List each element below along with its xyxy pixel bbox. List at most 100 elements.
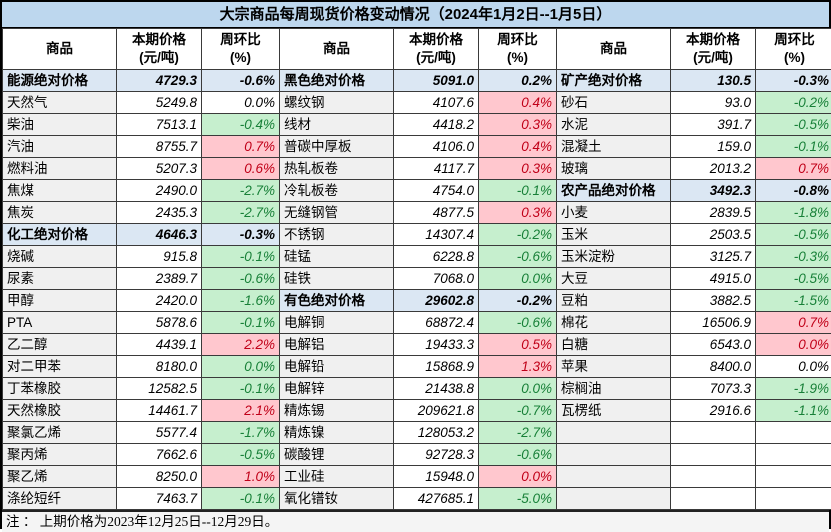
price-cell: 7073.3 [671,378,756,400]
commodity-cell: 电解铅 [280,356,394,378]
pct-cell: 0.4% [479,92,557,114]
pct-cell: -0.1% [756,136,831,158]
commodity-cell [557,444,671,466]
pct-cell: -1.5% [756,290,831,312]
price-cell: 16506.9 [671,312,756,334]
price-cell: 92728.3 [394,444,479,466]
commodity-cell: 聚丙烯 [3,444,117,466]
price-cell: 15868.9 [394,356,479,378]
pct-cell: 0.7% [756,312,831,334]
price-cell: 6543.0 [671,334,756,356]
price-cell: 130.5 [671,70,756,92]
price-cell: 4754.0 [394,180,479,202]
table-title: 大宗商品每周现货价格变动情况（2024年1月2日--1月5日） [2,2,829,28]
col-header-commodity-3: 商品 [557,29,671,70]
table-header: 商品 本期价格 (元/吨) 周环比 (%) 商品 本期价格 (元/吨) 周环比 … [3,29,831,70]
commodity-cell: 普碳中厚板 [280,136,394,158]
col-header-commodity-2: 商品 [280,29,394,70]
price-cell: 29602.8 [394,290,479,312]
price-cell: 4729.3 [117,70,202,92]
pct-cell: -0.4% [202,114,280,136]
pct-cell: -2.7% [202,202,280,224]
price-cell: 2839.5 [671,202,756,224]
pct-cell: 0.0% [479,378,557,400]
commodity-cell: 燃料油 [3,158,117,180]
commodity-cell: 对二甲苯 [3,356,117,378]
commodity-cell: 硅锰 [280,246,394,268]
pct-cell [756,422,831,444]
commodity-cell: 碳酸锂 [280,444,394,466]
header-row: 商品 本期价格 (元/吨) 周环比 (%) 商品 本期价格 (元/吨) 周环比 … [3,29,831,70]
pct-cell: -0.5% [756,268,831,290]
pct-cell: -0.6% [479,444,557,466]
pct-cell: -5.0% [479,488,557,510]
price-cell: 5091.0 [394,70,479,92]
price-cell: 4107.6 [394,92,479,114]
price-cell: 8180.0 [117,356,202,378]
commodity-cell: 涤纶短纤 [3,488,117,510]
pct-cell: 0.2% [479,70,557,92]
price-cell: 6228.8 [394,246,479,268]
pct-cell: 2.1% [202,400,280,422]
price-cell: 8755.7 [117,136,202,158]
pct-cell: -0.3% [202,224,280,246]
price-cell: 3492.3 [671,180,756,202]
price-cell: 7513.1 [117,114,202,136]
pct-cell: -1.9% [756,378,831,400]
commodity-cell: 烧碱 [3,246,117,268]
pct-cell: 0.3% [479,158,557,180]
col-header-price-1: 本期价格 (元/吨) [117,29,202,70]
price-cell: 4646.3 [117,224,202,246]
price-cell: 391.7 [671,114,756,136]
price-cell: 128053.2 [394,422,479,444]
price-cell: 915.8 [117,246,202,268]
commodity-cell: 冷轧板卷 [280,180,394,202]
price-cell: 4106.0 [394,136,479,158]
price-cell: 427685.1 [394,488,479,510]
pct-cell: -0.2% [756,92,831,114]
price-table: 商品 本期价格 (元/吨) 周环比 (%) 商品 本期价格 (元/吨) 周环比 … [2,28,831,510]
price-cell: 4117.7 [394,158,479,180]
commodity-cell: 聚乙烯 [3,466,117,488]
commodity-cell: 尿素 [3,268,117,290]
pct-cell: 0.0% [479,268,557,290]
pct-cell: 2.2% [202,334,280,356]
pct-cell: 0.0% [479,466,557,488]
pct-cell: -0.6% [202,70,280,92]
commodity-cell: 精炼镍 [280,422,394,444]
pct-cell: -0.1% [202,488,280,510]
pct-cell: -0.2% [479,290,557,312]
commodity-cell [557,466,671,488]
col-header-price-3: 本期价格 (元/吨) [671,29,756,70]
commodity-cell: 丁苯橡胶 [3,378,117,400]
pct-cell: 0.7% [756,158,831,180]
commodity-cell: 氧化镨钕 [280,488,394,510]
commodity-cell: 有色绝对价格 [280,290,394,312]
pct-cell [756,488,831,510]
commodity-cell: 砂石 [557,92,671,114]
price-cell: 4439.1 [117,334,202,356]
pct-cell: -0.3% [756,246,831,268]
pct-cell: 0.0% [202,356,280,378]
col-header-commodity-1: 商品 [3,29,117,70]
price-cell: 4418.2 [394,114,479,136]
pct-cell: 0.5% [479,334,557,356]
pct-cell: -2.7% [202,180,280,202]
pct-cell: -0.8% [756,180,831,202]
price-cell: 159.0 [671,136,756,158]
price-cell: 3882.5 [671,290,756,312]
price-cell: 3125.7 [671,246,756,268]
pct-cell: -0.1% [202,378,280,400]
pct-cell: -0.6% [479,312,557,334]
commodity-cell [557,422,671,444]
commodity-cell: 黑色绝对价格 [280,70,394,92]
price-cell: 5878.6 [117,312,202,334]
price-cell: 2013.2 [671,158,756,180]
